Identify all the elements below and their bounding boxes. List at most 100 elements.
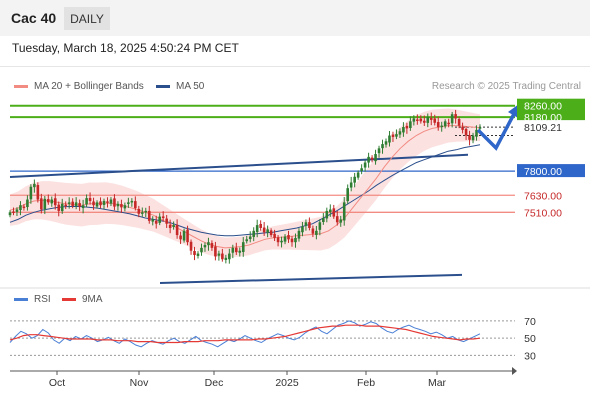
- candle-body: [57, 204, 61, 211]
- candle-body: [137, 208, 141, 214]
- candle-body: [301, 226, 304, 233]
- chart-header: Cac 40 DAILY: [0, 0, 590, 36]
- candle-body: [228, 253, 231, 260]
- candle-body: [207, 242, 210, 246]
- candle-body: [85, 198, 88, 205]
- candle-body: [436, 122, 440, 128]
- candle-body: [332, 208, 336, 217]
- level-label-4: 7630.00: [524, 190, 562, 202]
- candle-body: [405, 125, 409, 129]
- x-tick-label-5: Mar: [428, 377, 447, 389]
- candle-body: [113, 198, 116, 207]
- candle-body: [78, 203, 81, 207]
- candle-body: [22, 206, 26, 209]
- candle-body: [81, 205, 85, 209]
- forecast-arrow: [476, 111, 517, 151]
- candle-body: [367, 156, 370, 163]
- level-label-2: 8109.21: [524, 122, 562, 134]
- level-label-bg-1: [517, 110, 585, 124]
- candle-body: [308, 222, 311, 228]
- ma50-line: [9, 144, 481, 237]
- candle-body: [88, 197, 92, 201]
- candle-body: [99, 201, 102, 206]
- candle-body: [217, 253, 221, 256]
- candle-body: [109, 199, 113, 204]
- timeframe-button[interactable]: DAILY: [64, 7, 110, 30]
- candles-group: [8, 109, 482, 264]
- candle-body: [67, 202, 71, 204]
- candle-body: [210, 243, 214, 248]
- candle-body: [203, 245, 207, 248]
- candle-body: [33, 183, 36, 188]
- candle-body: [311, 228, 315, 234]
- candle-body: [381, 144, 384, 149]
- candle-body: [106, 201, 109, 203]
- candle-body: [102, 200, 106, 205]
- candle-body: [60, 203, 64, 212]
- candle-body: [144, 210, 148, 213]
- candle-body: [50, 199, 54, 204]
- candle-body: [294, 237, 297, 243]
- candle-body: [391, 134, 395, 137]
- candle-body: [339, 219, 343, 223]
- candle-body: [182, 230, 186, 241]
- bollinger-band: [10, 108, 480, 258]
- candle-body: [43, 198, 47, 210]
- legend-rsi-label: RSI: [34, 294, 51, 305]
- candle-body: [419, 118, 423, 122]
- candle-body: [15, 209, 19, 212]
- 9ma-swatch: [62, 298, 76, 301]
- candle-body: [12, 211, 15, 213]
- lower-trendline: [159, 273, 463, 284]
- x-tick-label-4: Feb: [357, 377, 375, 389]
- candle-body: [234, 247, 238, 253]
- rsi-swatch: [14, 298, 28, 301]
- candle-body: [356, 172, 360, 178]
- candle-body: [64, 204, 68, 207]
- candle-body: [426, 117, 430, 123]
- candle-body: [412, 118, 416, 122]
- candle-body: [8, 212, 12, 216]
- level-label-0: 8260.00: [524, 101, 562, 113]
- candle-body: [315, 230, 318, 235]
- rsi-tick-label-70: 70: [524, 316, 536, 328]
- candle-body: [221, 253, 224, 260]
- legend-9ma: 9MA: [62, 294, 103, 305]
- candle-body: [116, 203, 120, 207]
- candle-body: [120, 204, 123, 208]
- candle-body: [248, 236, 252, 240]
- candle-body: [231, 247, 235, 253]
- candle-body: [297, 230, 301, 239]
- candle-body: [457, 119, 461, 126]
- candle-body: [92, 201, 95, 206]
- candle-body: [318, 222, 322, 230]
- candle-body: [287, 235, 290, 240]
- candle-body: [377, 148, 381, 154]
- candle-body: [214, 246, 217, 257]
- ma50-swatch: [156, 85, 170, 88]
- candle-body: [363, 162, 367, 168]
- candle-body: [398, 131, 402, 135]
- candle-body: [29, 186, 33, 200]
- current-price-label-bg: [517, 120, 585, 134]
- candle-body: [304, 222, 308, 226]
- candle-body: [322, 218, 325, 222]
- x-tick-label-3: 2025: [275, 377, 299, 389]
- legend-ma20: MA 20 + Bollinger Bands: [14, 81, 144, 92]
- candle-body: [374, 154, 377, 162]
- ma20-swatch: [14, 85, 28, 88]
- candle-body: [461, 126, 464, 130]
- candle-body: [280, 240, 283, 243]
- candle-body: [325, 210, 329, 219]
- candle-body: [262, 227, 266, 233]
- candle-body: [255, 225, 259, 232]
- source-credit: Research © 2025 Trading Central: [431, 81, 581, 92]
- candle-body: [165, 218, 168, 224]
- candle-body: [433, 118, 437, 123]
- candle-body: [450, 114, 454, 124]
- candle-body: [409, 121, 412, 129]
- candle-body: [168, 224, 172, 228]
- candle-body: [241, 242, 245, 252]
- candle-body: [273, 233, 276, 238]
- candle-body: [395, 134, 398, 137]
